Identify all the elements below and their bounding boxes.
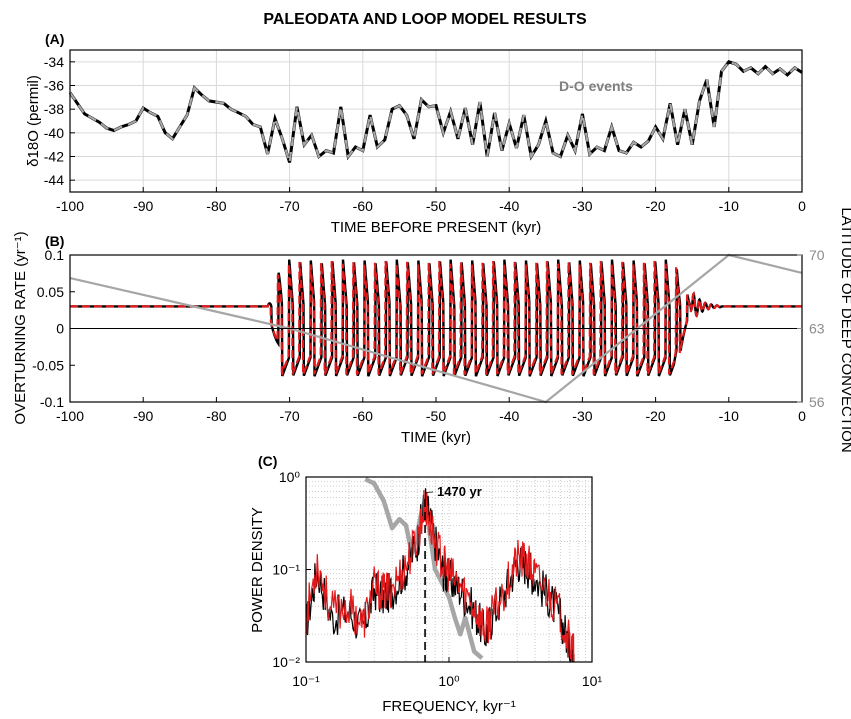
panel-c-annotation: 1470 yr bbox=[437, 484, 482, 499]
panel-c-xtick-label: 10⁻¹ bbox=[292, 673, 320, 689]
panel-a-xtick-label: -80 bbox=[206, 198, 226, 214]
panel-a-ytick-label: -36 bbox=[44, 78, 64, 94]
panel-b-xtick-label: -90 bbox=[133, 408, 153, 424]
panel-a-ytick-label: -40 bbox=[44, 125, 64, 141]
panel-b-label: (B) bbox=[45, 233, 64, 249]
panel-b-xtick-label: -50 bbox=[426, 408, 446, 424]
panel-a-xtick-label: -40 bbox=[499, 198, 519, 214]
panel-a-xtick-label: -90 bbox=[133, 198, 153, 214]
panel-b-ytick-label: -0.1 bbox=[40, 394, 64, 410]
panel-b-ytick-label: -0.05 bbox=[32, 357, 64, 373]
panel-c-xtick-label: 10¹ bbox=[582, 673, 603, 689]
panel-c-label: (C) bbox=[258, 453, 277, 469]
panel-a-ytick-label: -42 bbox=[44, 149, 64, 165]
panel-b-ytick-label: 0 bbox=[56, 321, 64, 337]
panel-b-xtick-label: -40 bbox=[499, 408, 519, 424]
panel-b-ytick-label: 0.05 bbox=[37, 284, 64, 300]
panel-a-xtick-label: -10 bbox=[719, 198, 739, 214]
panel-a-ytick-label: -38 bbox=[44, 101, 64, 117]
panel-c-series-red bbox=[305, 489, 575, 662]
panel-a-ytick-label: -34 bbox=[44, 54, 64, 70]
panel-a-xtick-label: -20 bbox=[645, 198, 665, 214]
panel-a-ticks: -100 -90 -80 -70 -60 -50 -40 -30 -20 -10 0-44-42-4… bbox=[44, 54, 806, 214]
panel-a-series bbox=[68, 60, 803, 163]
panel-b: (B) -100 -90 -80 -70 -60 -50 -40 -30 -20 -10 0-0.1… bbox=[12, 207, 851, 452]
panel-a-xtick-label: -30 bbox=[572, 198, 592, 214]
panel-b-ylabel: OVERTURNING RATE (yr⁻¹) bbox=[12, 231, 29, 424]
panel-a-xtick-label: -60 bbox=[353, 198, 373, 214]
panel-c-ylabel: POWER DENSITY bbox=[249, 507, 266, 633]
panel-a-annotation: D-O events bbox=[559, 78, 633, 94]
panel-c-series bbox=[305, 477, 575, 664]
panel-c: (C) 10⁻¹ 10⁰ 10¹ 10⁻² 10⁻¹ 10⁰ FREQUENCY, kyr… bbox=[249, 453, 602, 715]
panel-b-ytick-right-label: 70 bbox=[809, 247, 825, 263]
panel-c-xtick-label: 10⁰ bbox=[438, 673, 460, 689]
panel-c-ytick-label: 10⁻¹ bbox=[272, 562, 300, 578]
panel-a-xtick-label: -70 bbox=[279, 198, 299, 214]
panel-b-xlabel: TIME (kyr) bbox=[401, 429, 471, 446]
panel-b-xtick-label: -60 bbox=[353, 408, 373, 424]
panel-b-ytick-right-label: 63 bbox=[809, 321, 825, 337]
panel-a-ytick-label: -44 bbox=[44, 172, 64, 188]
panel-a-label: (A) bbox=[45, 31, 64, 47]
panel-c-ytick-label: 10⁰ bbox=[279, 469, 301, 485]
panel-a-xtick-label: -50 bbox=[426, 198, 446, 214]
panel-b-ylabel-right: LATITUDE OF DEEP CONVECTION bbox=[838, 207, 851, 452]
panel-a-ylabel: δ18O (permil) bbox=[25, 75, 42, 167]
panel-a-xtick-label: 0 bbox=[798, 198, 806, 214]
panel-b-xtick-label: -30 bbox=[572, 408, 592, 424]
panel-b-xtick-label: -10 bbox=[719, 408, 739, 424]
panel-b-series-black bbox=[70, 259, 802, 377]
panel-b-ticks: -100 -90 -80 -70 -60 -50 -40 -30 -20 -10 0-0.1-0.0… bbox=[32, 247, 825, 424]
panel-b-ytick-right-label: 56 bbox=[809, 394, 825, 410]
panel-b-xtick-label: -80 bbox=[206, 408, 226, 424]
panel-b-series-red bbox=[70, 260, 802, 376]
panel-a: (A) -100 -90 -80 -70 -60 -50 -40 -30 -20 -10 0-44-… bbox=[25, 31, 806, 236]
panel-b-xtick-label: 0 bbox=[798, 408, 806, 424]
panel-c-xlabel: FREQUENCY, kyr⁻¹ bbox=[382, 698, 515, 715]
panel-c-ytick-label: 10⁻² bbox=[272, 654, 300, 670]
panel-a-series-gray bbox=[69, 60, 803, 163]
panel-b-xtick-label: -20 bbox=[645, 408, 665, 424]
panel-b-xtick-label: -70 bbox=[279, 408, 299, 424]
figure-title: PALEODATA AND LOOP MODEL RESULTS bbox=[263, 11, 587, 28]
panel-b-ytick-label: 0.1 bbox=[45, 247, 65, 263]
panel-c-ticks: 10⁻¹ 10⁰ 10¹ 10⁻² 10⁻¹ 10⁰ bbox=[272, 469, 602, 689]
panel-a-xlabel: TIME BEFORE PRESENT (kyr) bbox=[331, 219, 542, 236]
panel-a-grid bbox=[69, 50, 803, 192]
panel-a-xtick-label: -100 bbox=[56, 198, 84, 214]
panel-b-xtick-label: -100 bbox=[56, 408, 84, 424]
